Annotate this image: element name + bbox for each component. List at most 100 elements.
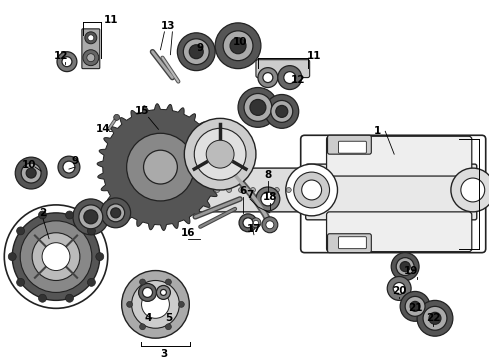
Circle shape bbox=[451, 168, 490, 212]
Text: 15: 15 bbox=[135, 107, 150, 116]
Circle shape bbox=[42, 243, 70, 271]
Circle shape bbox=[126, 133, 194, 201]
Circle shape bbox=[21, 163, 41, 183]
Circle shape bbox=[73, 199, 109, 235]
FancyBboxPatch shape bbox=[138, 168, 318, 212]
Circle shape bbox=[226, 188, 232, 193]
Circle shape bbox=[429, 312, 441, 324]
Circle shape bbox=[206, 140, 234, 168]
Circle shape bbox=[66, 294, 74, 302]
Circle shape bbox=[87, 227, 96, 235]
Circle shape bbox=[215, 188, 220, 193]
Circle shape bbox=[15, 157, 47, 189]
Text: 8: 8 bbox=[264, 170, 271, 180]
Circle shape bbox=[251, 218, 261, 228]
Circle shape bbox=[63, 161, 75, 173]
Circle shape bbox=[111, 208, 121, 218]
Circle shape bbox=[230, 38, 246, 54]
Circle shape bbox=[144, 150, 177, 184]
Circle shape bbox=[17, 227, 24, 235]
Circle shape bbox=[238, 87, 278, 127]
Circle shape bbox=[405, 296, 425, 316]
Circle shape bbox=[191, 188, 196, 193]
Circle shape bbox=[461, 178, 485, 202]
Circle shape bbox=[258, 68, 278, 87]
Circle shape bbox=[155, 188, 160, 193]
Polygon shape bbox=[97, 104, 224, 230]
Circle shape bbox=[12, 213, 100, 300]
FancyBboxPatch shape bbox=[339, 237, 367, 249]
Circle shape bbox=[57, 52, 77, 72]
Circle shape bbox=[160, 289, 167, 296]
Circle shape bbox=[167, 188, 172, 193]
Circle shape bbox=[215, 23, 261, 69]
FancyBboxPatch shape bbox=[327, 234, 371, 253]
Text: 3: 3 bbox=[161, 349, 168, 359]
Circle shape bbox=[274, 188, 279, 193]
Text: 7: 7 bbox=[246, 190, 254, 200]
Circle shape bbox=[140, 324, 146, 330]
Circle shape bbox=[183, 39, 209, 65]
Circle shape bbox=[88, 35, 94, 41]
Text: 21: 21 bbox=[408, 303, 422, 313]
Circle shape bbox=[400, 262, 410, 271]
Text: 6: 6 bbox=[240, 186, 246, 196]
Circle shape bbox=[302, 180, 321, 200]
FancyBboxPatch shape bbox=[339, 141, 367, 153]
Text: 18: 18 bbox=[263, 192, 277, 202]
FancyBboxPatch shape bbox=[301, 135, 486, 253]
Circle shape bbox=[194, 128, 246, 180]
Circle shape bbox=[8, 253, 16, 261]
Text: 10: 10 bbox=[22, 160, 36, 170]
Circle shape bbox=[271, 100, 293, 122]
Circle shape bbox=[387, 276, 411, 300]
Circle shape bbox=[140, 279, 146, 285]
Circle shape bbox=[410, 301, 420, 311]
Circle shape bbox=[243, 218, 253, 228]
Circle shape bbox=[87, 54, 95, 62]
Circle shape bbox=[256, 187, 280, 211]
Circle shape bbox=[96, 253, 104, 261]
Circle shape bbox=[126, 301, 133, 307]
Circle shape bbox=[148, 176, 176, 204]
Circle shape bbox=[265, 94, 299, 128]
Circle shape bbox=[391, 253, 419, 280]
Circle shape bbox=[114, 114, 120, 120]
Circle shape bbox=[178, 301, 184, 307]
Circle shape bbox=[83, 50, 99, 66]
Circle shape bbox=[261, 192, 275, 206]
Circle shape bbox=[62, 57, 72, 67]
Circle shape bbox=[244, 94, 272, 121]
Circle shape bbox=[189, 45, 203, 59]
Text: 19: 19 bbox=[404, 266, 418, 275]
Text: 11: 11 bbox=[103, 15, 118, 25]
FancyBboxPatch shape bbox=[256, 60, 310, 78]
Circle shape bbox=[184, 118, 256, 190]
Text: 10: 10 bbox=[233, 37, 247, 47]
FancyBboxPatch shape bbox=[145, 160, 180, 220]
Text: 11: 11 bbox=[306, 51, 321, 61]
Circle shape bbox=[239, 214, 257, 232]
Circle shape bbox=[284, 72, 296, 84]
Text: 20: 20 bbox=[392, 287, 406, 296]
Text: 5: 5 bbox=[165, 313, 172, 323]
Circle shape bbox=[250, 99, 266, 116]
Circle shape bbox=[107, 204, 124, 222]
Circle shape bbox=[17, 278, 24, 286]
FancyBboxPatch shape bbox=[327, 135, 371, 154]
Circle shape bbox=[26, 168, 36, 178]
Circle shape bbox=[143, 188, 148, 193]
Circle shape bbox=[139, 283, 156, 301]
Text: 9: 9 bbox=[196, 43, 204, 53]
Text: 13: 13 bbox=[161, 21, 175, 31]
Circle shape bbox=[132, 280, 179, 328]
Text: 4: 4 bbox=[145, 313, 152, 323]
Circle shape bbox=[143, 287, 152, 297]
Circle shape bbox=[156, 285, 171, 300]
Circle shape bbox=[203, 188, 208, 193]
Circle shape bbox=[286, 188, 291, 193]
Circle shape bbox=[262, 217, 278, 233]
Circle shape bbox=[142, 291, 170, 318]
Circle shape bbox=[179, 188, 184, 193]
Circle shape bbox=[278, 66, 302, 90]
